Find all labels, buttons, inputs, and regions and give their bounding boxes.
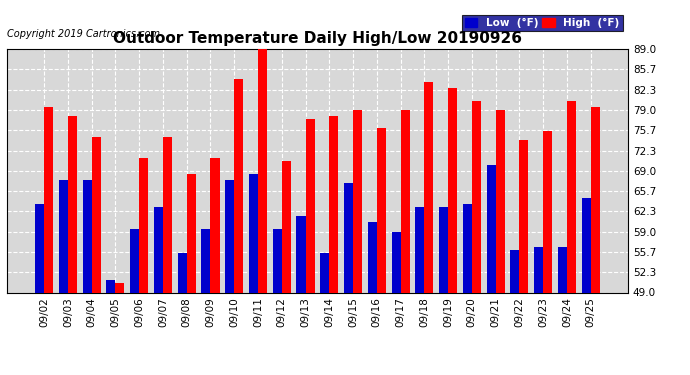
Bar: [59, 180, 68, 292]
Bar: [163, 137, 172, 292]
Bar: [35, 204, 44, 292]
Bar: [106, 280, 115, 292]
Bar: [486, 165, 495, 292]
Bar: [520, 140, 529, 292]
Bar: [234, 79, 244, 292]
Bar: [130, 228, 139, 292]
Bar: [511, 250, 520, 292]
Legend: Low  (°F), High  (°F): Low (°F), High (°F): [462, 15, 622, 32]
Bar: [249, 174, 258, 292]
Bar: [391, 231, 401, 292]
Bar: [154, 207, 163, 292]
Bar: [439, 207, 448, 292]
Bar: [44, 106, 53, 292]
Bar: [401, 110, 410, 292]
Bar: [495, 110, 504, 292]
Bar: [187, 174, 196, 292]
Bar: [201, 228, 210, 292]
Bar: [424, 82, 433, 292]
Bar: [582, 198, 591, 292]
Bar: [306, 119, 315, 292]
Bar: [353, 110, 362, 292]
Bar: [591, 106, 600, 292]
Bar: [567, 100, 576, 292]
Bar: [472, 100, 481, 292]
Text: Copyright 2019 Cartronics.com: Copyright 2019 Cartronics.com: [7, 29, 160, 39]
Bar: [92, 137, 101, 292]
Bar: [282, 162, 290, 292]
Bar: [258, 46, 267, 292]
Bar: [225, 180, 234, 292]
Bar: [377, 128, 386, 292]
Bar: [68, 116, 77, 292]
Bar: [344, 183, 353, 292]
Bar: [320, 253, 329, 292]
Bar: [368, 222, 377, 292]
Bar: [83, 180, 92, 292]
Bar: [139, 158, 148, 292]
Bar: [273, 228, 282, 292]
Title: Outdoor Temperature Daily High/Low 20190926: Outdoor Temperature Daily High/Low 20190…: [113, 31, 522, 46]
Bar: [178, 253, 187, 292]
Bar: [115, 284, 124, 292]
Bar: [558, 247, 567, 292]
Bar: [210, 158, 219, 292]
Bar: [463, 204, 472, 292]
Bar: [448, 88, 457, 292]
Bar: [534, 247, 543, 292]
Bar: [415, 207, 424, 292]
Bar: [297, 216, 306, 292]
Bar: [329, 116, 338, 292]
Bar: [543, 131, 552, 292]
